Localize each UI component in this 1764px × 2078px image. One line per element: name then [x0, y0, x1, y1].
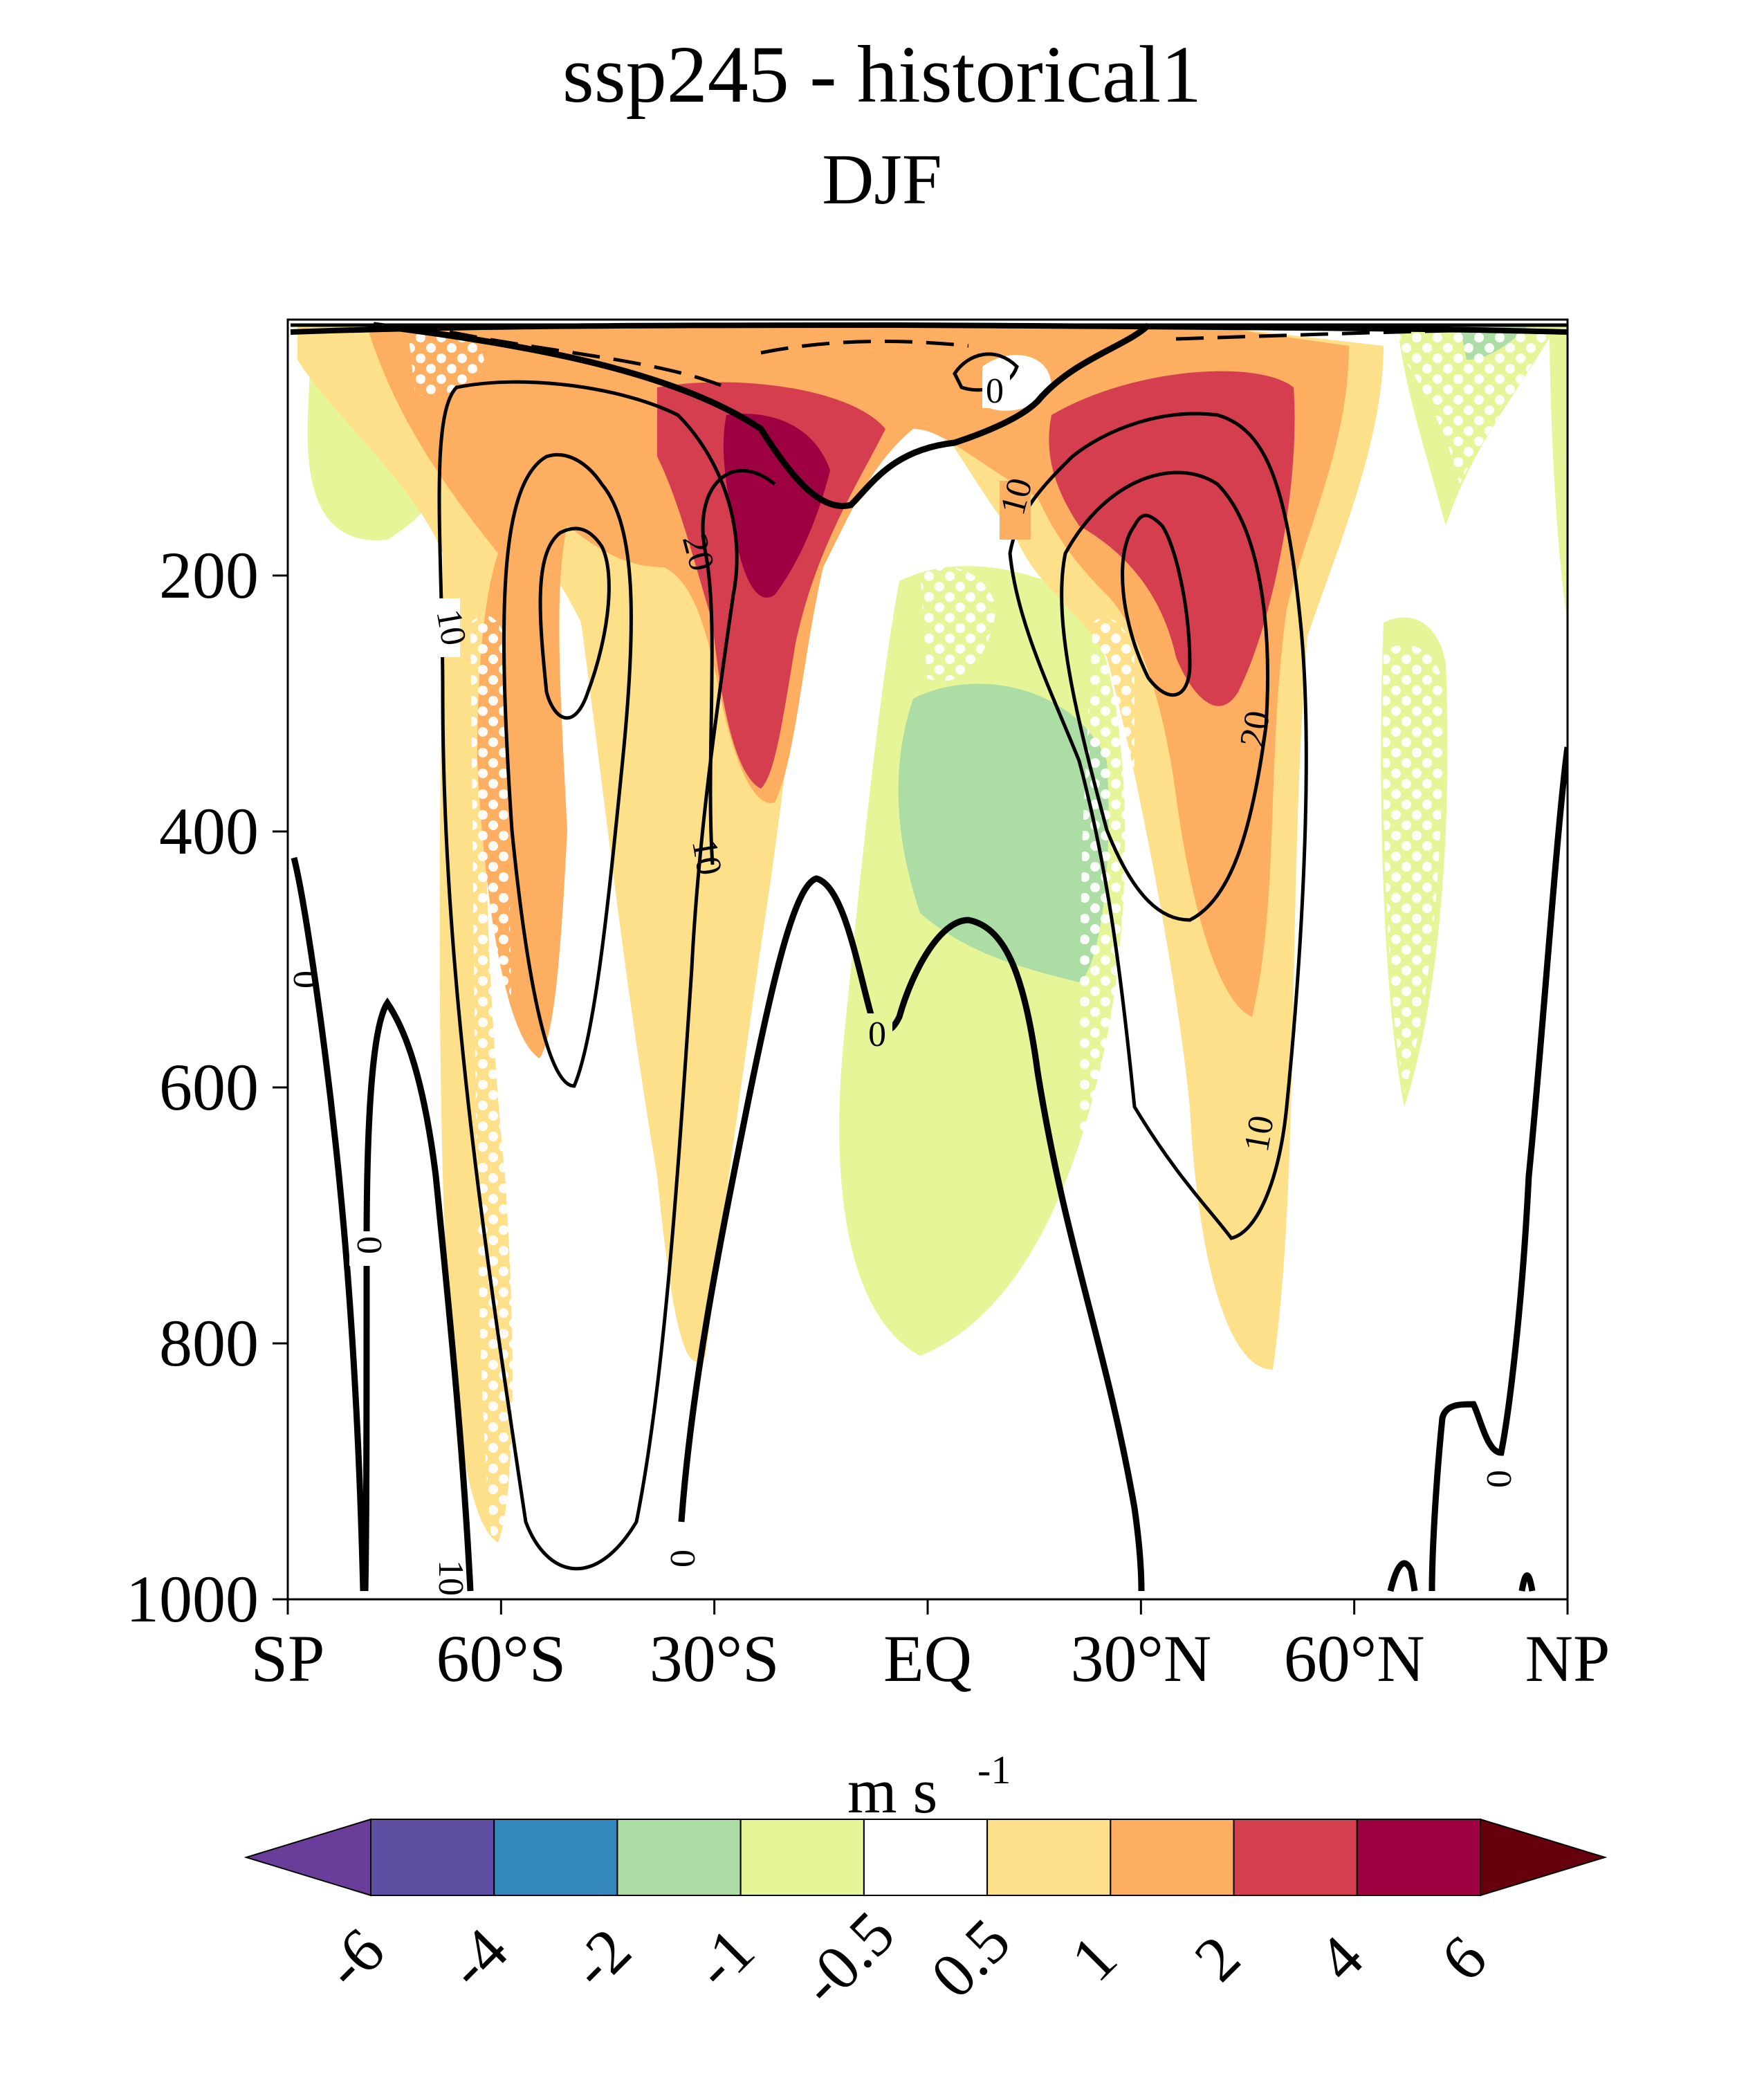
colorbar-under-triangle [244, 1818, 371, 1897]
x-tick-label: 60°N [1284, 1621, 1425, 1695]
colorbar-tick-label: 1 [1058, 1922, 1130, 1994]
contour-label: 20 [1233, 708, 1278, 750]
contour-label: 0 [286, 971, 325, 989]
chart-title: ssp245 - historical1 [562, 29, 1202, 120]
colorbar-tick-label: 6 [1427, 1922, 1500, 1994]
contour-label: 0 [663, 1550, 702, 1567]
contour-label: 10 [431, 1560, 470, 1596]
contour-label: 0 [868, 1015, 886, 1054]
x-tick-label: EQ [883, 1621, 972, 1695]
contour-label: 10 [684, 836, 729, 878]
contour-labels: 0 10 20 10 10 0 10 20 10 0 0 0 0 [286, 370, 1518, 1596]
colorbar-label-exponent: -1 [977, 1747, 1011, 1792]
x-tick-label: 30°N [1070, 1621, 1211, 1695]
x-tick-label: SP [251, 1621, 325, 1695]
colorbar-box [739, 1819, 865, 1896]
y-axis: 200 400 600 800 1000 [126, 538, 288, 1636]
colorbar-tick-label: 4 [1304, 1922, 1377, 1994]
contour-label: 10 [428, 606, 473, 648]
chart-subtitle: DJF [822, 140, 942, 219]
y-tick-label: 200 [159, 538, 259, 612]
y-tick-label: 800 [159, 1306, 259, 1380]
colorbar-tick-label: -4 [434, 1915, 521, 2002]
x-tick-label: 30°S [650, 1621, 780, 1695]
colorbar-box [1233, 1819, 1358, 1896]
colorbar-box [986, 1819, 1112, 1896]
colorbar-box [1110, 1819, 1235, 1896]
colorbar-tick-label: -6 [311, 1915, 398, 2002]
colorbar: m s -1 -6 -4 -2 -1 -0.5 0.5 1 2 4 6 [244, 1747, 1608, 2019]
colorbar-tick-label: -0.5 [787, 1897, 908, 2019]
contour-label: 10 [1237, 1112, 1282, 1155]
plot-area: 0 10 20 10 10 0 10 20 10 0 0 0 0 [286, 320, 1568, 1599]
contour-label: 0 [986, 371, 1004, 411]
colorbar-box [616, 1819, 742, 1896]
colorbar-box [493, 1819, 618, 1896]
contour-label: 0 [349, 1236, 389, 1254]
colorbar-box [863, 1819, 989, 1896]
colorbar-label: m s [847, 1756, 937, 1826]
colorbar-tick-label: -2 [557, 1915, 644, 2002]
colorbar-tick-label: 0.5 [917, 1905, 1023, 2011]
x-tick-label: 60°S [436, 1621, 566, 1695]
y-tick-label: 400 [159, 794, 259, 868]
x-axis: SP 60°S 30°S EQ 30°N 60°N NP [251, 1599, 1610, 1695]
colorbar-box [1356, 1819, 1482, 1896]
contour-label: 0 [1479, 1470, 1518, 1488]
colorbar-tick-label: -1 [680, 1915, 767, 2002]
contour-lines [290, 322, 1568, 1592]
colorbar-over-triangle [1480, 1818, 1608, 1897]
y-tick-label: 600 [159, 1050, 259, 1124]
colorbar-tick-label: 2 [1181, 1922, 1253, 1994]
colorbar-box [370, 1819, 495, 1896]
x-tick-label: NP [1525, 1621, 1610, 1695]
y-tick-label: 1000 [126, 1562, 259, 1636]
stippling [408, 329, 1550, 1536]
